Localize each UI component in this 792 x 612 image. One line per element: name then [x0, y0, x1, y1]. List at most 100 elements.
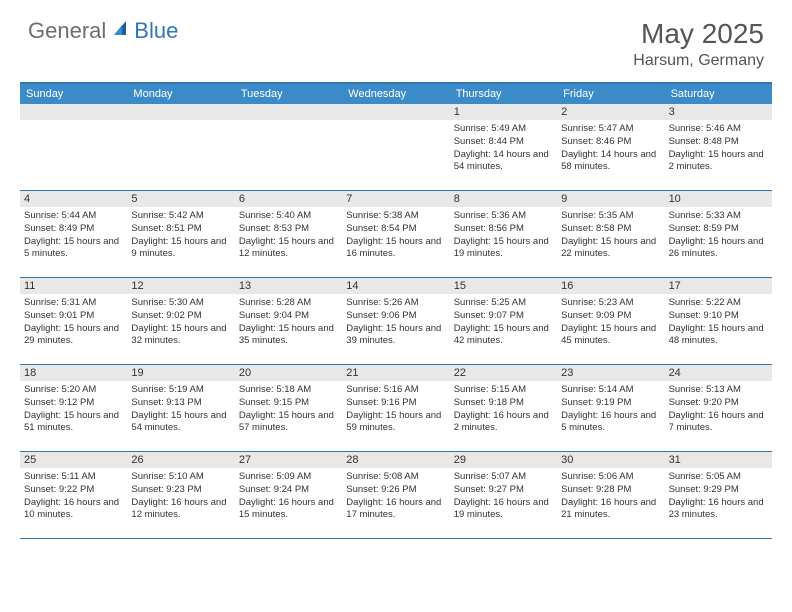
sunrise-text: Sunrise: 5:42 AM [131, 210, 230, 223]
day-number: 11 [20, 278, 127, 294]
sunset-text: Sunset: 9:04 PM [239, 310, 338, 323]
daylight-text: Daylight: 15 hours and 48 minutes. [669, 323, 768, 349]
daylight-text: Daylight: 15 hours and 2 minutes. [669, 149, 768, 175]
sunset-text: Sunset: 8:51 PM [131, 223, 230, 236]
sunrise-text: Sunrise: 5:26 AM [346, 297, 445, 310]
daylight-text: Daylight: 15 hours and 54 minutes. [131, 410, 230, 436]
sunset-text: Sunset: 8:53 PM [239, 223, 338, 236]
calendar-day: 20Sunrise: 5:18 AMSunset: 9:15 PMDayligh… [235, 365, 342, 451]
daylight-text: Daylight: 15 hours and 57 minutes. [239, 410, 338, 436]
sunrise-text: Sunrise: 5:18 AM [239, 384, 338, 397]
sunset-text: Sunset: 9:23 PM [131, 484, 230, 497]
day-details: Sunrise: 5:44 AMSunset: 8:49 PMDaylight:… [20, 207, 127, 265]
day-number: 30 [557, 452, 664, 468]
daylight-text: Daylight: 15 hours and 16 minutes. [346, 236, 445, 262]
weekday-header: Wednesday [342, 84, 449, 104]
calendar-day: 22Sunrise: 5:15 AMSunset: 9:18 PMDayligh… [450, 365, 557, 451]
sunset-text: Sunset: 9:07 PM [454, 310, 553, 323]
sunrise-text: Sunrise: 5:33 AM [669, 210, 768, 223]
day-details: Sunrise: 5:13 AMSunset: 9:20 PMDaylight:… [665, 381, 772, 439]
logo-sail-icon [112, 19, 132, 44]
day-number: 3 [665, 104, 772, 120]
day-details: Sunrise: 5:16 AMSunset: 9:16 PMDaylight:… [342, 381, 449, 439]
daylight-text: Daylight: 16 hours and 23 minutes. [669, 497, 768, 523]
calendar-week: 18Sunrise: 5:20 AMSunset: 9:12 PMDayligh… [20, 365, 772, 452]
day-number: 7 [342, 191, 449, 207]
day-number: 18 [20, 365, 127, 381]
sunrise-text: Sunrise: 5:38 AM [346, 210, 445, 223]
day-details [342, 120, 449, 127]
daylight-text: Daylight: 15 hours and 32 minutes. [131, 323, 230, 349]
sunrise-text: Sunrise: 5:40 AM [239, 210, 338, 223]
sunrise-text: Sunrise: 5:11 AM [24, 471, 123, 484]
day-details: Sunrise: 5:15 AMSunset: 9:18 PMDaylight:… [450, 381, 557, 439]
calendar-day: 12Sunrise: 5:30 AMSunset: 9:02 PMDayligh… [127, 278, 234, 364]
sunset-text: Sunset: 9:18 PM [454, 397, 553, 410]
day-details: Sunrise: 5:09 AMSunset: 9:24 PMDaylight:… [235, 468, 342, 526]
calendar-day: 25Sunrise: 5:11 AMSunset: 9:22 PMDayligh… [20, 452, 127, 538]
calendar-day: 10Sunrise: 5:33 AMSunset: 8:59 PMDayligh… [665, 191, 772, 277]
daylight-text: Daylight: 15 hours and 39 minutes. [346, 323, 445, 349]
calendar-day: 14Sunrise: 5:26 AMSunset: 9:06 PMDayligh… [342, 278, 449, 364]
sunrise-text: Sunrise: 5:08 AM [346, 471, 445, 484]
sunset-text: Sunset: 9:19 PM [561, 397, 660, 410]
calendar-day [235, 104, 342, 190]
day-details: Sunrise: 5:47 AMSunset: 8:46 PMDaylight:… [557, 120, 664, 178]
sunrise-text: Sunrise: 5:13 AM [669, 384, 768, 397]
sunset-text: Sunset: 8:56 PM [454, 223, 553, 236]
logo: General Blue [28, 18, 178, 44]
daylight-text: Daylight: 15 hours and 35 minutes. [239, 323, 338, 349]
daylight-text: Daylight: 15 hours and 29 minutes. [24, 323, 123, 349]
calendar-day: 16Sunrise: 5:23 AMSunset: 9:09 PMDayligh… [557, 278, 664, 364]
sunrise-text: Sunrise: 5:06 AM [561, 471, 660, 484]
day-details: Sunrise: 5:19 AMSunset: 9:13 PMDaylight:… [127, 381, 234, 439]
calendar-day [127, 104, 234, 190]
day-details: Sunrise: 5:20 AMSunset: 9:12 PMDaylight:… [20, 381, 127, 439]
day-details [235, 120, 342, 127]
sunrise-text: Sunrise: 5:47 AM [561, 123, 660, 136]
calendar-day: 23Sunrise: 5:14 AMSunset: 9:19 PMDayligh… [557, 365, 664, 451]
day-details: Sunrise: 5:28 AMSunset: 9:04 PMDaylight:… [235, 294, 342, 352]
calendar-week: 11Sunrise: 5:31 AMSunset: 9:01 PMDayligh… [20, 278, 772, 365]
day-number [127, 104, 234, 120]
day-details: Sunrise: 5:46 AMSunset: 8:48 PMDaylight:… [665, 120, 772, 178]
weekday-header: Monday [127, 84, 234, 104]
sunset-text: Sunset: 9:16 PM [346, 397, 445, 410]
calendar-day: 6Sunrise: 5:40 AMSunset: 8:53 PMDaylight… [235, 191, 342, 277]
daylight-text: Daylight: 15 hours and 22 minutes. [561, 236, 660, 262]
day-number: 6 [235, 191, 342, 207]
day-number: 8 [450, 191, 557, 207]
sunset-text: Sunset: 9:06 PM [346, 310, 445, 323]
daylight-text: Daylight: 16 hours and 21 minutes. [561, 497, 660, 523]
daylight-text: Daylight: 15 hours and 51 minutes. [24, 410, 123, 436]
day-details: Sunrise: 5:10 AMSunset: 9:23 PMDaylight:… [127, 468, 234, 526]
sunrise-text: Sunrise: 5:10 AM [131, 471, 230, 484]
day-number: 16 [557, 278, 664, 294]
day-number: 31 [665, 452, 772, 468]
weekday-header-row: SundayMondayTuesdayWednesdayThursdayFrid… [20, 84, 772, 104]
day-details: Sunrise: 5:08 AMSunset: 9:26 PMDaylight:… [342, 468, 449, 526]
day-details: Sunrise: 5:36 AMSunset: 8:56 PMDaylight:… [450, 207, 557, 265]
day-details: Sunrise: 5:49 AMSunset: 8:44 PMDaylight:… [450, 120, 557, 178]
sunrise-text: Sunrise: 5:44 AM [24, 210, 123, 223]
calendar-day: 27Sunrise: 5:09 AMSunset: 9:24 PMDayligh… [235, 452, 342, 538]
day-number: 22 [450, 365, 557, 381]
calendar-day: 3Sunrise: 5:46 AMSunset: 8:48 PMDaylight… [665, 104, 772, 190]
sunrise-text: Sunrise: 5:14 AM [561, 384, 660, 397]
sunset-text: Sunset: 9:20 PM [669, 397, 768, 410]
daylight-text: Daylight: 15 hours and 9 minutes. [131, 236, 230, 262]
day-number: 25 [20, 452, 127, 468]
calendar-week: 25Sunrise: 5:11 AMSunset: 9:22 PMDayligh… [20, 452, 772, 539]
day-details [127, 120, 234, 127]
day-number [20, 104, 127, 120]
logo-text-blue: Blue [134, 18, 178, 44]
day-details: Sunrise: 5:38 AMSunset: 8:54 PMDaylight:… [342, 207, 449, 265]
weekday-header: Friday [557, 84, 664, 104]
day-details: Sunrise: 5:35 AMSunset: 8:58 PMDaylight:… [557, 207, 664, 265]
weekday-header: Tuesday [235, 84, 342, 104]
day-details: Sunrise: 5:14 AMSunset: 9:19 PMDaylight:… [557, 381, 664, 439]
calendar-day: 17Sunrise: 5:22 AMSunset: 9:10 PMDayligh… [665, 278, 772, 364]
sunset-text: Sunset: 9:12 PM [24, 397, 123, 410]
day-number: 1 [450, 104, 557, 120]
daylight-text: Daylight: 16 hours and 19 minutes. [454, 497, 553, 523]
